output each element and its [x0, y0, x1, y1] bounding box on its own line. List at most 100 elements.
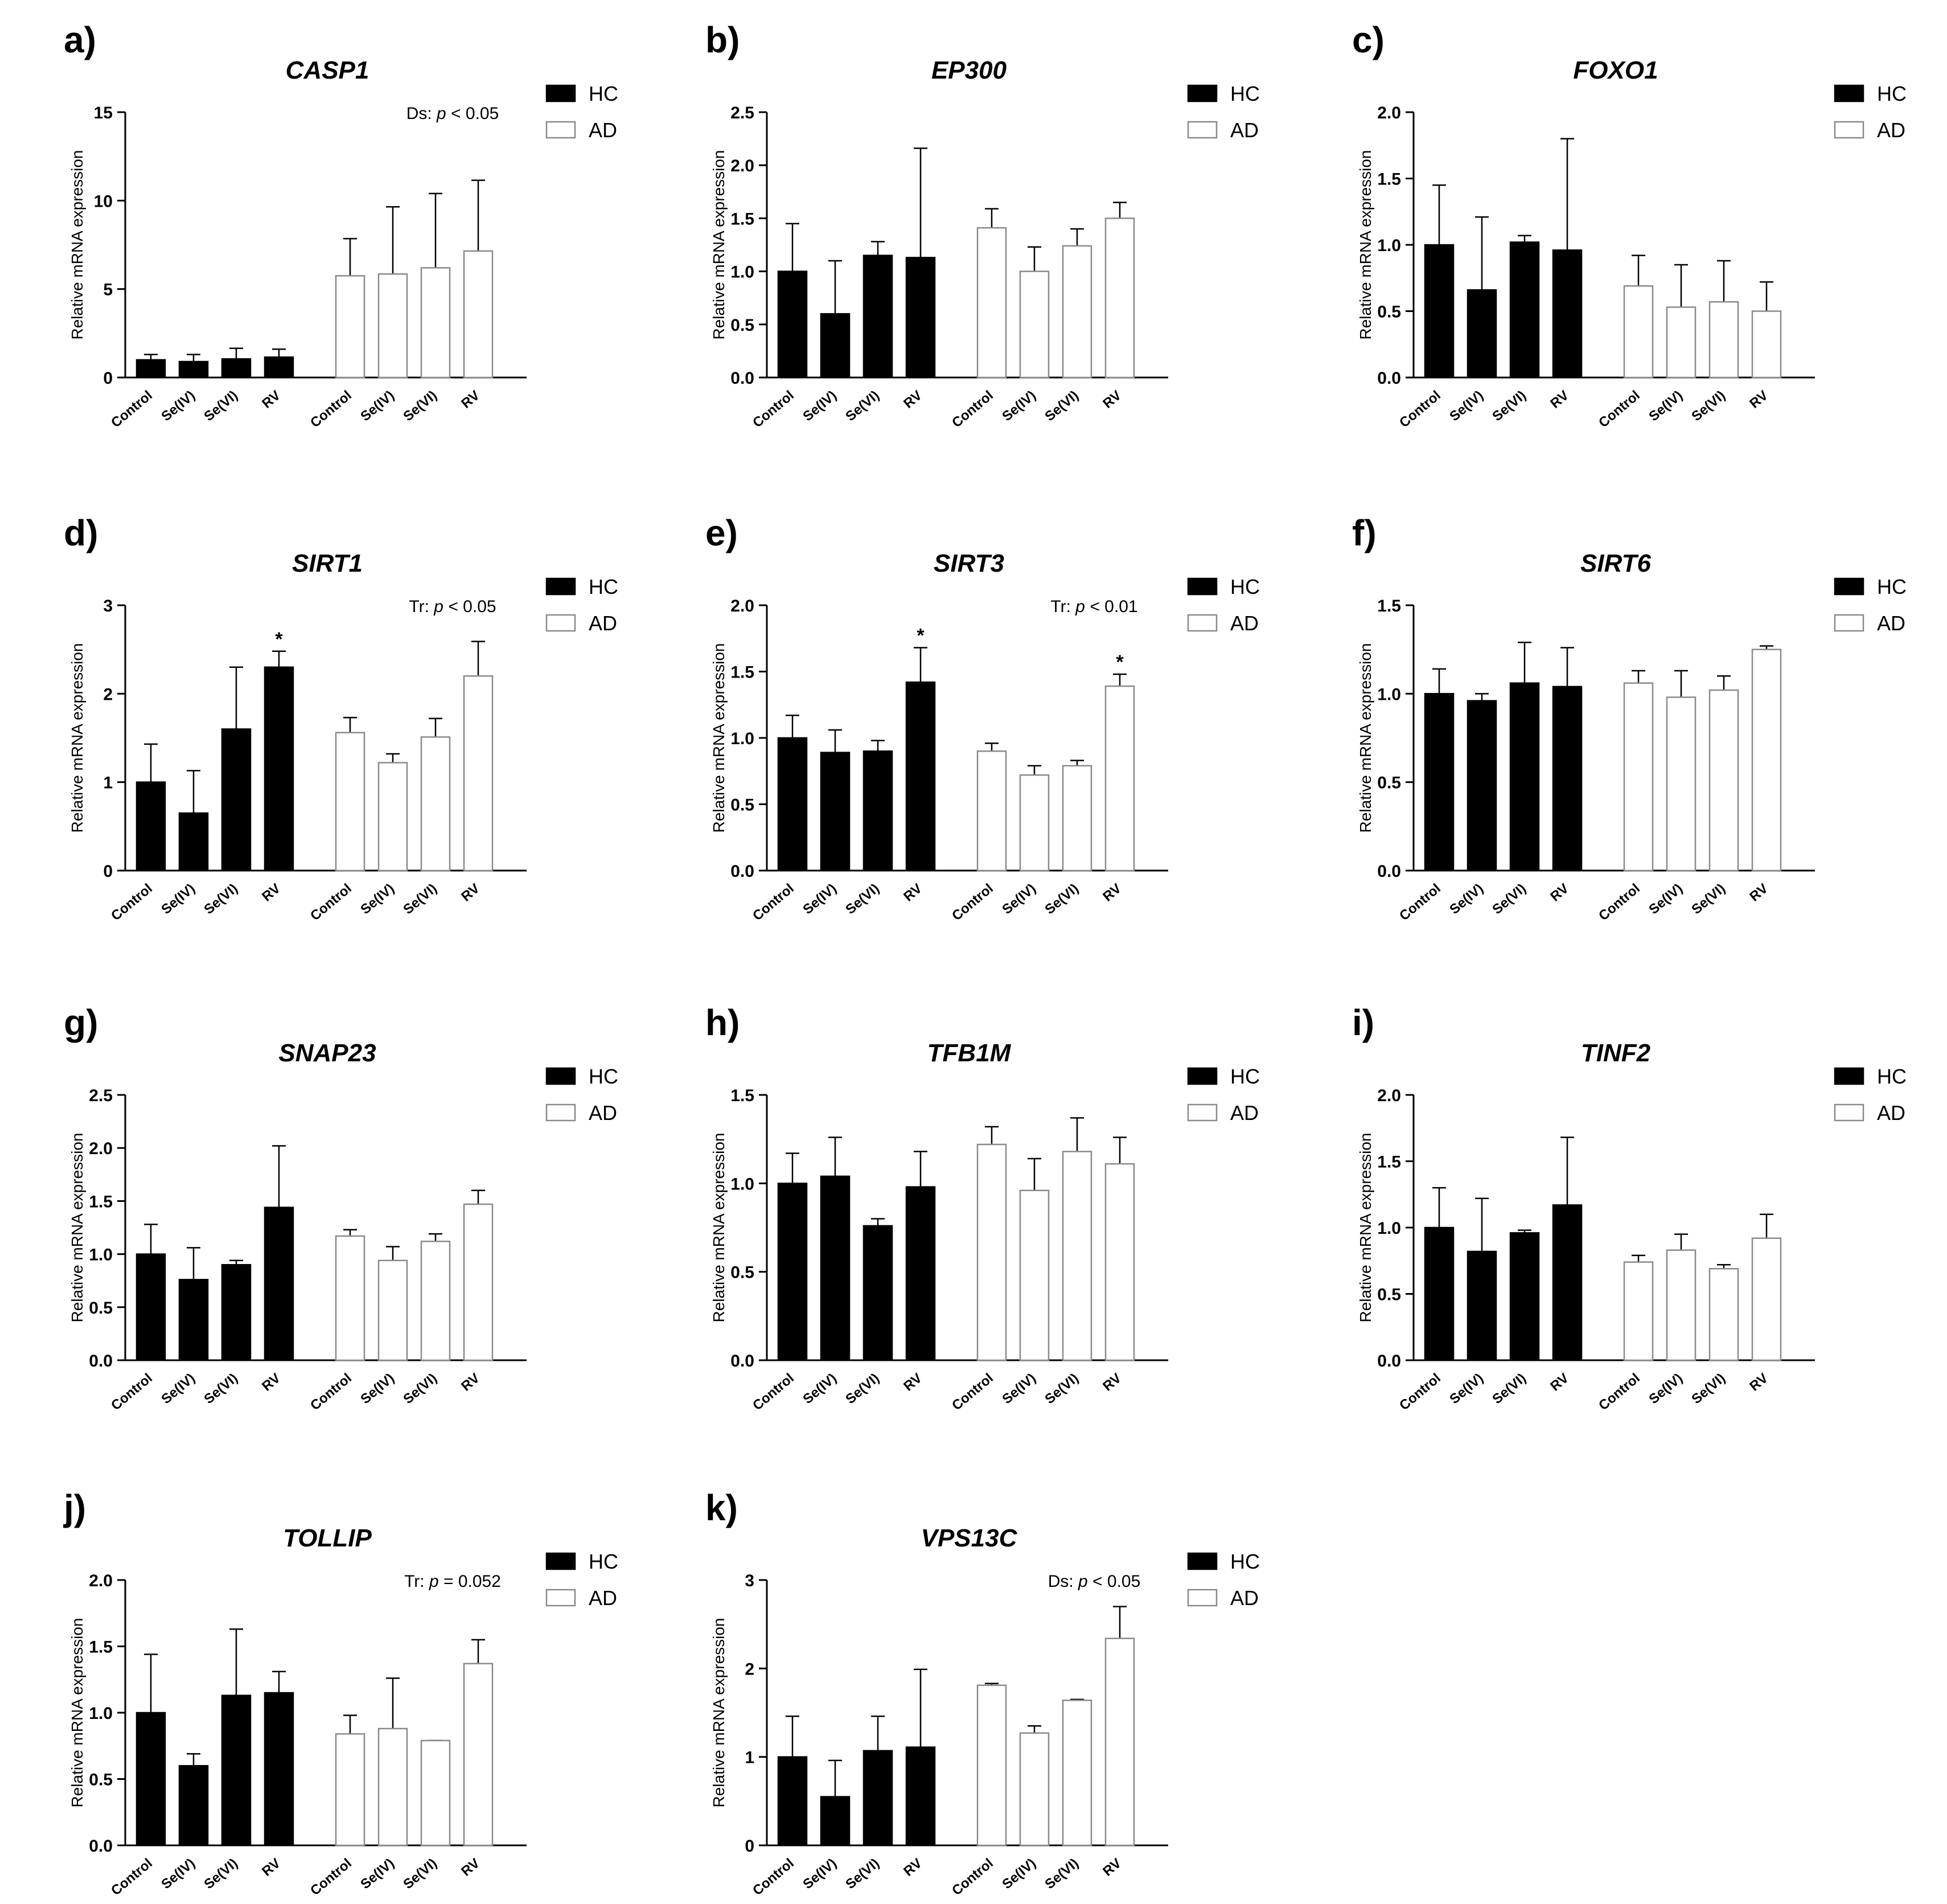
bar-ad-control: [335, 275, 365, 379]
legend-label-hc: HC: [1877, 1065, 1907, 1088]
y-tick-label: 0.5: [1377, 303, 1401, 322]
chart-title: CASP1: [286, 56, 369, 84]
bar-ad-rv: [1104, 1163, 1135, 1361]
x-tick-label: RV: [901, 881, 925, 905]
y-axis-label: Relative mRNA expression: [710, 1618, 728, 1807]
legend-label-hc: HC: [1877, 575, 1907, 598]
x-tick-label: RV: [1100, 881, 1124, 905]
x-tick-label: Se(IV): [158, 388, 198, 424]
legend-swatch-ad: [1834, 614, 1864, 632]
x-tick-label: Se(IV): [1447, 881, 1486, 917]
x-tick-label: Control: [1396, 881, 1444, 924]
stats-annotation: Tr: p = 0.052: [404, 1572, 501, 1591]
bar-hc-control: [1424, 244, 1455, 379]
x-tick-label: RV: [458, 1370, 483, 1394]
bar-hc-control: [777, 737, 808, 872]
x-tick-label: Control: [108, 881, 155, 924]
legend-label-ad: AD: [589, 612, 617, 635]
x-tick-label: Control: [108, 1856, 155, 1899]
bar-hc-control: [135, 781, 166, 872]
y-tick-label: 1.5: [730, 663, 754, 682]
y-tick-label: 0.5: [730, 316, 754, 335]
bar-ad-rv: [1751, 1237, 1782, 1361]
chart-title: SIRT1: [292, 549, 363, 577]
legend-label-ad: AD: [1877, 118, 1905, 142]
panel-snap23: g) SNAP23 0.0 0.5 1.0 1.5 2.0 2.5 Relative mRNA …: [64, 1002, 618, 1413]
legend-swatch-ad: [545, 1103, 576, 1122]
y-tick-label: 1.5: [730, 1086, 754, 1105]
stats-annotation: Tr: p < 0.05: [409, 597, 496, 616]
legend-label-ad: AD: [589, 118, 617, 142]
bar-ad-sevi: [1062, 765, 1092, 872]
bar-hc-rv: [905, 681, 936, 872]
y-tick-label: 3: [103, 597, 113, 615]
y-tick-label: 1.0: [730, 263, 754, 282]
bar-hc-control: [135, 1253, 166, 1361]
bar-hc-rv: [1552, 249, 1583, 379]
legend: HC AD: [1834, 575, 1907, 635]
y-axis-label: Relative mRNA expression: [68, 150, 86, 339]
y-tick-label: 0.0: [89, 1837, 113, 1856]
bar-ad-seiv: [377, 1727, 408, 1846]
y-tick-label: 15: [94, 104, 113, 122]
x-tick-label: RV: [458, 1856, 483, 1880]
x-tick-label: Control: [108, 1370, 155, 1414]
y-tick-label: 2: [103, 685, 113, 704]
bar-hc-rv: [264, 666, 294, 872]
y-tick-label: 1.5: [1377, 170, 1401, 189]
bar-ad-sevi: [1708, 689, 1739, 872]
legend-swatch-ad: [545, 614, 576, 632]
x-tick-label: RV: [1547, 388, 1572, 412]
x-tick-label: Se(IV): [999, 881, 1038, 917]
x-tick-label: Control: [750, 388, 797, 431]
legend-swatch-ad: [1834, 121, 1864, 139]
y-tick-label: 2.5: [89, 1086, 113, 1105]
legend-swatch-ad: [1834, 1103, 1864, 1122]
bar-ad-sevi: [1062, 1151, 1092, 1361]
bar-hc-rv: [905, 257, 936, 379]
y-axis-label: Relative mRNA expression: [710, 150, 728, 339]
bar-hc-rv: [264, 356, 294, 379]
y-tick-label: 0.0: [1377, 862, 1401, 881]
bar-ad-rv: [1104, 218, 1135, 379]
x-tick-label: Se(VI): [201, 881, 240, 917]
bar-hc-sevi: [862, 1750, 893, 1846]
y-tick-label: 1: [103, 774, 113, 793]
y-tick-label: 1.5: [89, 1192, 113, 1211]
bar-hc-sevi: [862, 255, 893, 379]
bar-ad-rv: [463, 1203, 494, 1361]
x-tick-label: Se(IV): [358, 881, 397, 917]
bar-hc-seiv: [820, 752, 851, 872]
x-tick-label: Se(IV): [800, 388, 839, 424]
panel-casp1: a) CASP1 0 5 10 15 Relative mRNA expression Con…: [64, 19, 618, 430]
panel-letter: h): [705, 1002, 740, 1043]
legend-label-ad: AD: [1230, 1586, 1259, 1610]
panel-letter: b): [705, 19, 740, 60]
significance-star: *: [275, 629, 283, 650]
legend-label-hc: HC: [1230, 575, 1260, 598]
x-tick-label: Se(VI): [400, 1370, 439, 1407]
x-tick-label: RV: [901, 1856, 925, 1880]
x-tick-label: Se(IV): [358, 1856, 397, 1892]
panel-letter: e): [705, 512, 738, 553]
y-tick-label: 1: [745, 1749, 754, 1767]
panel-letter: j): [63, 1487, 86, 1528]
y-tick-label: 5: [103, 281, 113, 299]
bar-ad-seiv: [377, 762, 408, 872]
bar-ad-rv: [1104, 1638, 1135, 1846]
legend-label-ad: AD: [1230, 1101, 1259, 1125]
x-tick-label: Se(VI): [843, 388, 882, 424]
x-tick-label: Se(VI): [1489, 1370, 1529, 1407]
panel-letter: a): [64, 19, 96, 60]
x-tick-label: Se(VI): [400, 1856, 439, 1892]
bar-hc-rv: [905, 1746, 936, 1846]
panel-vps13c: k) VPS13C 0 1 2 3 Relative mRNA expression Cont…: [705, 1487, 1260, 1898]
bar-ad-control: [1623, 1261, 1654, 1361]
legend-swatch-ad: [1187, 1589, 1218, 1607]
y-tick-label: 1.0: [730, 1175, 754, 1193]
panel-sirt1: d) SIRT1 0 1 2 3 Relative mRNA expression Contr…: [64, 512, 618, 924]
bar-hc-sevi: [862, 1225, 893, 1361]
x-tick-label: Se(IV): [800, 881, 839, 917]
x-tick-label: Se(VI): [1042, 1856, 1081, 1892]
